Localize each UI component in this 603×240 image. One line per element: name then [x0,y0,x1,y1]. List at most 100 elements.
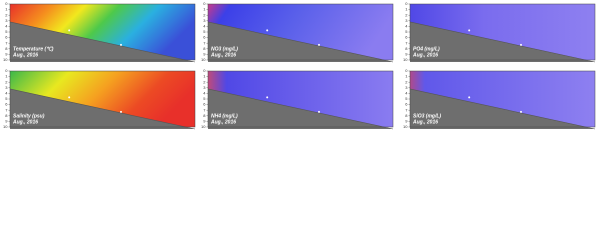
y-tick-label: 4 [405,23,408,28]
y-tick-label: 9 [5,51,8,56]
y-tick-label: 8 [203,113,206,118]
y-tick-label: 4 [5,23,8,28]
y-tick-label: 6 [5,35,8,40]
y-tick-label: 7 [203,107,206,112]
y-tick-label: 7 [203,40,206,45]
station [468,96,471,99]
y-tick-label: 7 [405,107,408,112]
y-tick-label: 5 [405,96,408,101]
y-tick-label: 8 [5,46,8,51]
station [318,43,320,46]
y-tick-label: 5 [5,96,8,101]
y-tick-label: 5 [5,29,8,34]
y-tick-label: 4 [5,90,8,95]
y-tick-label: 5 [203,29,206,34]
panel-title: Temperature (℃) [13,46,54,52]
y-tick-label: 0 [5,1,8,6]
y-tick-label: 3 [5,18,8,23]
y-tick-label: 1 [405,74,408,79]
y-tick-label: 6 [405,35,408,40]
panel-subtitle: Aug., 2016 [412,119,438,125]
y-tick-label: 3 [405,85,408,90]
y-tick-label: 0 [203,1,206,6]
y-tick-label: 10 [3,124,8,129]
station [120,110,122,113]
y-tick-label: 1 [5,74,8,79]
station [266,29,269,32]
y-tick-label: 7 [5,40,8,45]
seabed-edge [9,88,196,130]
station [520,110,522,113]
station [468,29,471,32]
y-tick-label: 0 [405,68,408,73]
y-tick-label: 7 [5,107,8,112]
y-tick-label: 5 [405,29,408,34]
y-tick-label: 3 [405,18,408,23]
panel-subtitle: Aug., 2016 [210,119,236,125]
y-tick-label: 6 [203,102,206,107]
panel-title: Salinity (psu) [13,113,45,119]
seabed-edge [207,21,394,63]
y-tick-label: 6 [203,35,206,40]
y-tick-label: 4 [203,90,206,95]
y-tick-label: 9 [405,118,408,123]
station [266,96,269,99]
panel-subtitle: Aug., 2016 [210,52,236,58]
y-tick-label: 2 [405,79,408,84]
y-tick-label: 3 [203,18,206,23]
y-tick-label: 4 [203,23,206,28]
panel-title: PO4 (mg/L) [413,46,440,52]
y-tick-label: 6 [5,102,8,107]
seabed-edge [207,88,394,130]
y-tick-label: 7 [405,40,408,45]
y-tick-label: 2 [5,79,8,84]
y-tick-label: 3 [203,85,206,90]
y-tick-label: 9 [5,118,8,123]
station [68,96,71,99]
panel-subtitle: Aug., 2016 [12,52,38,58]
y-tick-label: 9 [203,51,206,56]
y-tick-label: 3 [5,85,8,90]
seabed-edge [9,21,196,63]
panel-subtitle: Aug., 2016 [12,119,38,125]
y-tick-label: 1 [203,7,206,12]
y-tick-label: 0 [405,1,408,6]
y-tick-label: 6 [405,102,408,107]
seabed-edge [409,88,596,130]
panel-title: NH4 (mg/L) [211,113,238,119]
panel-subtitle: Aug., 2016 [412,52,438,58]
y-tick-label: 0 [203,68,206,73]
y-tick-label: 10 [3,57,8,62]
y-tick-label: 5 [203,96,206,101]
y-tick-label: 4 [405,90,408,95]
station [120,43,122,46]
y-tick-label: 1 [203,74,206,79]
y-tick-label: 2 [203,79,206,84]
y-tick-label: 8 [5,113,8,118]
station [318,110,320,113]
seabed-edge [409,21,596,63]
y-tick-label: 10 [201,57,206,62]
panel-title: SiO3 (mg/L) [413,113,441,119]
y-tick-label: 8 [203,46,206,51]
station [520,43,522,46]
y-tick-label: 9 [405,51,408,56]
y-tick-label: 8 [405,46,408,51]
y-tick-label: 8 [405,113,408,118]
y-tick-label: 10 [403,124,408,129]
y-tick-label: 9 [203,118,206,123]
y-tick-label: 1 [405,7,408,12]
y-tick-label: 0 [5,68,8,73]
panel-title: NO3 (mg/L) [211,46,238,52]
y-tick-label: 2 [5,12,8,17]
y-tick-label: 1 [5,7,8,12]
y-tick-label: 2 [203,12,206,17]
station [68,29,71,32]
